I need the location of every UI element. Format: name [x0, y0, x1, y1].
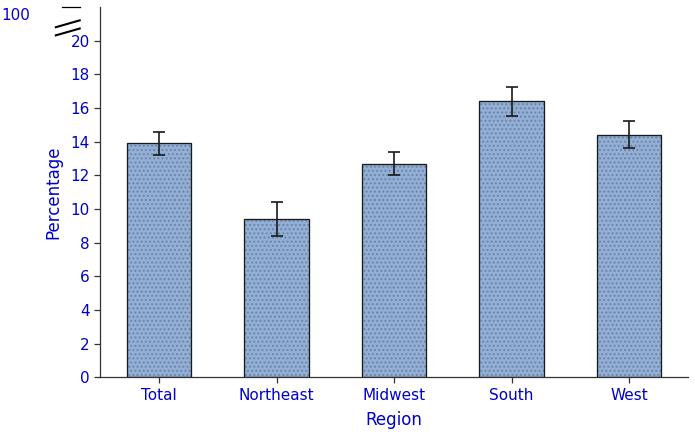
- Y-axis label: Percentage: Percentage: [44, 145, 62, 239]
- Bar: [245, 219, 309, 377]
- Bar: [362, 164, 427, 377]
- Bar: [127, 143, 191, 377]
- Bar: [597, 135, 662, 377]
- Bar: [127, 143, 191, 377]
- X-axis label: Region: Region: [366, 411, 423, 429]
- Text: 100: 100: [1, 8, 30, 23]
- Bar: [362, 164, 427, 377]
- Bar: [480, 101, 544, 377]
- Bar: [480, 101, 544, 377]
- Bar: [245, 219, 309, 377]
- Bar: [597, 135, 662, 377]
